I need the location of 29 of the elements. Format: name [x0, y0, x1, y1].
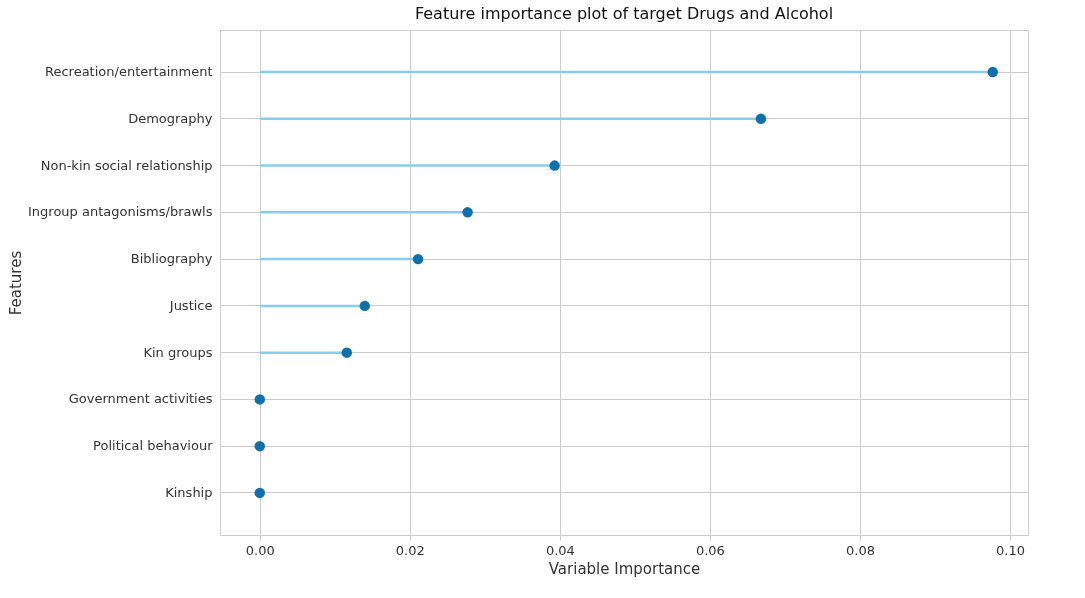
x-axis-title: Variable Importance: [548, 559, 701, 578]
point: [755, 113, 767, 125]
point: [254, 440, 266, 452]
y-tick-label: Government activities: [68, 391, 213, 407]
chart-title: Feature importance plot of target Drugs and Alcohol: [414, 4, 834, 23]
x-tick-label: 0.08: [845, 542, 875, 558]
y-tick-label: Kinship: [165, 484, 213, 500]
y-tick-label: Demography: [128, 110, 213, 126]
y-axis-title: Features: [7, 250, 26, 316]
point: [254, 487, 266, 499]
point: [341, 347, 353, 358]
point: [359, 300, 371, 312]
point: [549, 160, 560, 171]
y-tick-label: Bibliography: [130, 251, 213, 267]
point: [462, 207, 473, 218]
y-tick-label: Ingroup antagonisms/brawls: [28, 204, 213, 220]
y-tick-label: Non-kin social relationship: [40, 157, 213, 173]
x-tick-label: 0.10: [996, 542, 1025, 558]
x-tick-label: 0.02: [395, 542, 425, 558]
y-tick-label: Kin groups: [143, 344, 213, 360]
point: [987, 66, 998, 78]
point: [254, 394, 266, 405]
y-tick-label: Justice: [168, 297, 213, 313]
y-tick-label: Political behaviour: [93, 438, 214, 454]
y-tick-label: Recreation/entertainment: [45, 64, 213, 80]
point: [412, 253, 424, 265]
x-tick-label: 0.06: [695, 542, 725, 558]
x-tick-label: 0.04: [545, 542, 575, 558]
x-tick-label: 0.00: [245, 542, 275, 558]
